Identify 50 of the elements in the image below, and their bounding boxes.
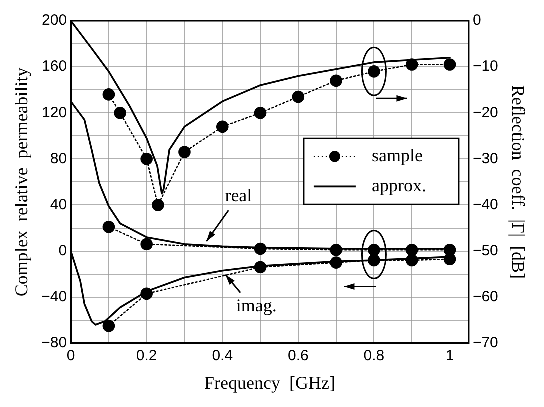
annotation: real — [225, 185, 252, 206]
y2-tick-label: 0 — [472, 12, 482, 30]
point — [102, 220, 116, 234]
legend-label: approx. — [372, 175, 426, 196]
point — [216, 120, 229, 134]
x-tick-label: 0.4 — [212, 348, 234, 365]
x-tick-label: 0.8 — [364, 348, 385, 365]
x-axis-title: Frequency [GHz] — [204, 372, 336, 393]
y-tick-label: 80 — [50, 150, 68, 168]
point — [114, 106, 126, 120]
annotation: imag. — [236, 296, 277, 316]
y2-tick-label: −10 — [472, 58, 498, 76]
point — [140, 153, 153, 166]
point — [444, 244, 456, 256]
y2-tick-label: −20 — [472, 104, 498, 122]
y2-tick-label: −70 — [472, 334, 498, 352]
y2-tick-label: −60 — [472, 288, 498, 306]
y2-axis-title: Reflection coeff. |Γ| [dB] — [508, 85, 528, 280]
point — [444, 58, 456, 71]
y-axis-title: Complex relative permeability — [12, 68, 32, 297]
point — [330, 74, 342, 88]
y2-tick-label: −40 — [472, 196, 498, 214]
point — [140, 288, 153, 300]
point — [254, 106, 267, 120]
y-tick-label: 200 — [42, 12, 68, 30]
point — [330, 244, 342, 256]
x-tick-label: 0.2 — [136, 348, 158, 365]
point — [254, 242, 267, 256]
y-tick-label: −80 — [42, 334, 68, 352]
point — [330, 256, 342, 269]
point — [406, 254, 418, 267]
y2-tick-label: −30 — [472, 150, 498, 168]
point — [102, 320, 116, 332]
y2-tick-label: −50 — [472, 242, 498, 260]
legend-label: sample — [372, 145, 423, 166]
y-tick-label: 160 — [42, 58, 68, 76]
x-tick-label: 1 — [446, 348, 454, 365]
y-tick-label: −40 — [42, 288, 68, 306]
x-tick-label: 0.6 — [288, 348, 309, 365]
point — [254, 261, 267, 274]
point — [140, 238, 153, 251]
y-tick-label: 120 — [42, 104, 68, 122]
point — [292, 90, 305, 104]
y-tick-label: 0 — [58, 242, 68, 260]
point — [152, 199, 164, 212]
point — [406, 58, 418, 71]
point — [406, 244, 418, 256]
point — [178, 146, 191, 158]
point — [102, 88, 116, 101]
y-tick-label: 40 — [50, 196, 68, 214]
